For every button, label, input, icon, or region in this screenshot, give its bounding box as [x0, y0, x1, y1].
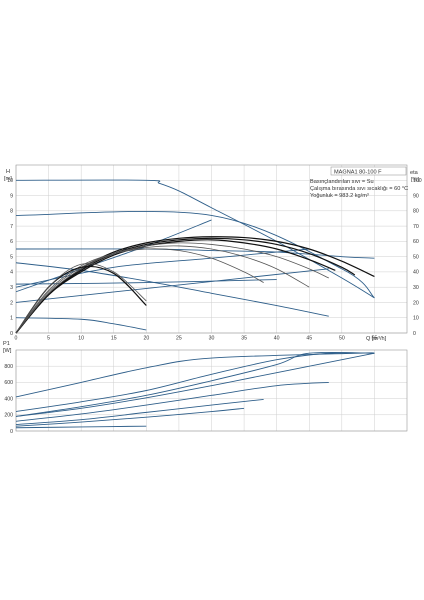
- curves: [15, 179, 375, 429]
- x-tick-label: 40: [274, 336, 280, 342]
- power-curve: [15, 351, 375, 417]
- head-curve: [15, 262, 329, 317]
- efficiency-curve: [15, 263, 147, 334]
- y-tick-label: 3: [10, 285, 13, 291]
- y2-tick-label: 70: [413, 224, 419, 230]
- head-curve: [15, 248, 375, 259]
- power-curve: [15, 352, 375, 398]
- power-chart-grid: [15, 350, 407, 432]
- power-tick-label: 0: [10, 429, 13, 435]
- y-tick-label: 8: [10, 209, 13, 215]
- y-tick-label: 4: [10, 270, 13, 276]
- power-curve: [15, 352, 375, 417]
- y2-tick-label: 40: [413, 270, 419, 276]
- x-tick-label: 5: [47, 336, 50, 342]
- y-tick-label: 6: [10, 239, 13, 245]
- power-curve: [15, 398, 264, 425]
- y-tick-label: 0: [10, 331, 13, 337]
- y-tick-label: 7: [10, 224, 13, 230]
- power-tick-label: 400: [4, 396, 13, 402]
- tick-labels: 0 5 10 15 20 25 30 35 40 45 50 55012345678910010203…: [4, 178, 421, 435]
- x-tick-label: 20: [143, 336, 149, 342]
- temperature-info: Çalışma bırasında sıvı sıcaklığı = 60 °C: [310, 186, 408, 192]
- head-curve: [15, 219, 212, 293]
- y-tick-label: 1: [10, 316, 13, 322]
- power-axis-unit: [W]: [3, 348, 12, 354]
- x-tick-label: 10: [78, 336, 84, 342]
- efficiency-curve: [15, 239, 336, 334]
- efficiency-curve: [15, 248, 264, 334]
- efficiency-axis-unit: [%]: [411, 177, 420, 183]
- power-axis-symbol: P1: [3, 341, 10, 347]
- efficiency-curve: [15, 237, 356, 334]
- power-tick-label: 800: [4, 364, 13, 370]
- power-curve: [15, 381, 329, 422]
- x-tick-label: 25: [176, 336, 182, 342]
- y-tick-label: 9: [10, 193, 13, 199]
- y2-tick-label: 10: [413, 316, 419, 322]
- y2-tick-label: 90: [413, 193, 419, 199]
- power-curve: [15, 425, 147, 429]
- flow-axis-label: Q [m³/h]: [366, 336, 387, 342]
- power-curve: [15, 352, 375, 413]
- power-tick-label: 200: [4, 413, 13, 419]
- x-tick-label: 55: [372, 336, 378, 342]
- density-info: Yoğunluk = 983.2 kg/m³: [310, 193, 369, 199]
- y2-tick-label: 30: [413, 285, 419, 291]
- efficiency-curve: [15, 242, 329, 334]
- power-tick-label: 600: [4, 380, 13, 386]
- y2-tick-label: 100: [413, 178, 422, 184]
- power-curve: [15, 407, 245, 427]
- y2-tick-label: 50: [413, 254, 419, 260]
- y-tick-label: 5: [10, 254, 13, 260]
- x-tick-label: 0: [15, 336, 18, 342]
- efficiency-curve: [15, 245, 310, 334]
- fluid-info: Basınçlandırılan sıvı = Su: [310, 179, 374, 185]
- head-axis-symbol: H: [6, 169, 10, 175]
- y2-tick-label: 20: [413, 300, 419, 306]
- y2-tick-label: 80: [413, 209, 419, 215]
- model-box: [330, 166, 407, 176]
- head-curve: [15, 279, 277, 285]
- y-tick-label: 10: [7, 178, 13, 184]
- head-curve: [15, 179, 375, 299]
- x-tick-label: 45: [306, 336, 312, 342]
- x-tick-label: 30: [209, 336, 215, 342]
- head-curve: [15, 317, 147, 331]
- y-tick-label: 2: [10, 300, 13, 306]
- head-curve: [15, 210, 375, 299]
- power-chart-frame: [15, 349, 408, 432]
- y2-tick-label: 60: [413, 239, 419, 245]
- head-axis-unit: [m]: [4, 176, 12, 182]
- model-name: MAGNA1 80-100 F: [334, 169, 382, 175]
- x-tick-label: 15: [111, 336, 117, 342]
- efficiency-axis-symbol: eta: [410, 170, 419, 176]
- y2-tick-label: 0: [413, 331, 416, 337]
- x-tick-label: 50: [339, 336, 345, 342]
- x-tick-label: 35: [241, 336, 247, 342]
